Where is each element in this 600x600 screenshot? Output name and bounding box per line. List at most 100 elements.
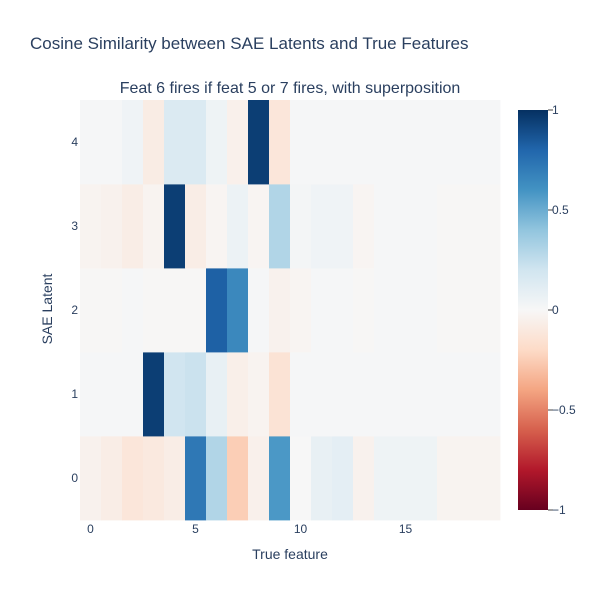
- heatmap-cell: [416, 268, 438, 353]
- x-axis-title: True feature: [252, 546, 328, 562]
- heatmap-cell: [311, 100, 333, 185]
- colorbar: [518, 110, 548, 510]
- heatmap-cell: [290, 184, 312, 269]
- heatmap-cell: [416, 436, 438, 521]
- x-tick-label: 10: [294, 522, 308, 536]
- heatmap-cell: [122, 100, 144, 185]
- colorbar-tick-label: −0.5: [552, 403, 576, 417]
- heatmap-cell: [311, 352, 333, 437]
- heatmap-cell: [227, 436, 249, 521]
- heatmap-cell: [416, 184, 438, 269]
- heatmap-cell: [143, 352, 165, 437]
- y-tick-label: 4: [71, 135, 78, 149]
- heatmap-cell: [395, 268, 417, 353]
- x-tick-label: 15: [399, 522, 413, 536]
- heatmap-cell: [101, 352, 123, 437]
- x-axis-ticks: 0 5 10 15: [87, 522, 412, 536]
- heatmap-cell: [353, 436, 375, 521]
- heatmap-cell: [332, 184, 354, 269]
- heatmap-cell: [437, 100, 459, 185]
- heatmap-cell: [395, 184, 417, 269]
- heatmap-cells: [80, 100, 501, 521]
- heatmap-cell: [80, 436, 102, 521]
- heatmap-cell: [479, 436, 501, 521]
- heatmap-cell: [185, 436, 207, 521]
- x-tick-label: 5: [192, 522, 199, 536]
- heatmap-cell: [458, 436, 480, 521]
- heatmap-cell: [122, 352, 144, 437]
- heatmap-cell: [395, 436, 417, 521]
- heatmap-cell: [374, 100, 396, 185]
- y-tick-label: 2: [71, 303, 78, 317]
- heatmap-cell: [164, 436, 186, 521]
- heatmap-cell: [437, 436, 459, 521]
- heatmap-cell: [395, 100, 417, 185]
- heatmap-cell: [101, 184, 123, 269]
- heatmap-cell: [227, 100, 249, 185]
- heatmap-cell: [269, 184, 291, 269]
- heatmap-cell: [437, 184, 459, 269]
- heatmap-cell: [143, 184, 165, 269]
- heatmap-cell: [311, 268, 333, 353]
- heatmap-cell: [80, 352, 102, 437]
- heatmap-cell: [227, 184, 249, 269]
- heatmap-cell: [80, 100, 102, 185]
- heatmap-cell: [269, 352, 291, 437]
- heatmap-cell: [332, 268, 354, 353]
- heatmap-cell: [458, 352, 480, 437]
- heatmap-cell: [458, 100, 480, 185]
- heatmap-cell: [164, 268, 186, 353]
- heatmap-cell: [416, 100, 438, 185]
- x-tick-label: 0: [87, 522, 94, 536]
- heatmap-cell: [353, 184, 375, 269]
- colorbar-tick-label: 0: [552, 303, 559, 317]
- heatmap-cell: [185, 268, 207, 353]
- heatmap-cell: [143, 268, 165, 353]
- colorbar-tick-label: 1: [552, 103, 559, 117]
- heatmap-cell: [353, 100, 375, 185]
- heatmap-cell: [374, 268, 396, 353]
- heatmap-cell: [164, 352, 186, 437]
- heatmap-cell: [332, 436, 354, 521]
- heatmap-cell: [479, 100, 501, 185]
- heatmap-cell: [227, 268, 249, 353]
- heatmap-cell: [458, 184, 480, 269]
- heatmap-cell: [353, 352, 375, 437]
- heatmap-cell: [353, 268, 375, 353]
- heatmap-cell: [311, 184, 333, 269]
- heatmap-cell: [185, 184, 207, 269]
- heatmap-cell: [185, 100, 207, 185]
- heatmap-cell: [227, 352, 249, 437]
- heatmap-cell: [101, 268, 123, 353]
- heatmap-cell: [122, 268, 144, 353]
- heatmap-cell: [101, 100, 123, 185]
- heatmap-cell: [164, 184, 186, 269]
- heatmap-cell: [248, 268, 270, 353]
- heatmap-cell: [374, 436, 396, 521]
- chart-title: Cosine Similarity between SAE Latents an…: [30, 34, 469, 53]
- heatmap-cell: [374, 184, 396, 269]
- heatmap-cell: [206, 100, 228, 185]
- heatmap-cell: [248, 184, 270, 269]
- heatmap-cell: [143, 100, 165, 185]
- heatmap-cell: [269, 268, 291, 353]
- heatmap-cell: [479, 268, 501, 353]
- heatmap-cell: [458, 268, 480, 353]
- y-tick-label: 1: [71, 387, 78, 401]
- heatmap-cell: [206, 184, 228, 269]
- heatmap-cell: [122, 184, 144, 269]
- heatmap-cell: [290, 268, 312, 353]
- heatmap-cell: [332, 352, 354, 437]
- heatmap-cell: [185, 352, 207, 437]
- heatmap-cell: [122, 436, 144, 521]
- heatmap-cell: [311, 436, 333, 521]
- heatmap-cell: [479, 184, 501, 269]
- heatmap-cell: [437, 268, 459, 353]
- heatmap-cell: [479, 352, 501, 437]
- y-axis-ticks: 0 1 2 3 4: [71, 135, 78, 485]
- heatmap-cell: [416, 352, 438, 437]
- heatmap-cell: [101, 436, 123, 521]
- heatmap-cell: [290, 352, 312, 437]
- heatmap-cell: [437, 352, 459, 437]
